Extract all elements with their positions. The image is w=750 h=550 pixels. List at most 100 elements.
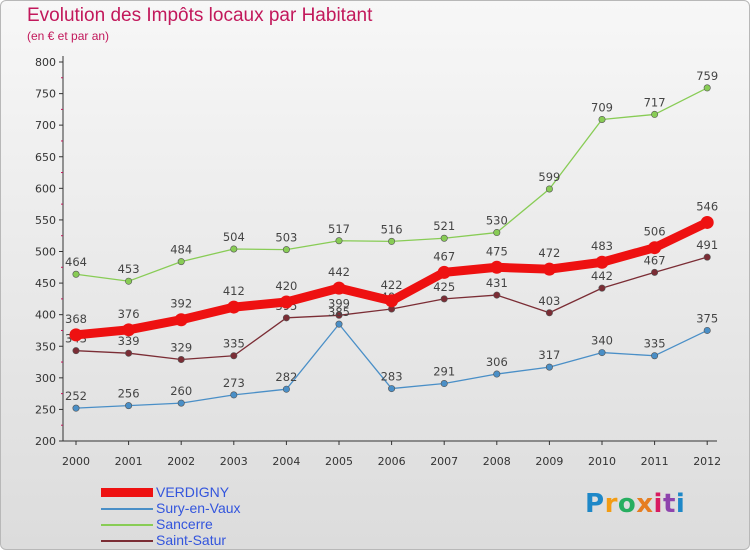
data-label: 376 (118, 307, 140, 321)
y-tick-label: 350 (35, 340, 56, 353)
data-point (651, 268, 659, 276)
data-point (230, 391, 238, 399)
data-point (493, 370, 501, 378)
data-label: 491 (696, 238, 718, 252)
data-point (440, 295, 448, 303)
data-point (72, 404, 80, 412)
data-label: 546 (696, 199, 718, 213)
data-point (700, 215, 714, 229)
x-tick-label: 2006 (378, 455, 406, 468)
data-point (125, 349, 133, 357)
data-point (122, 323, 136, 337)
data-label: 467 (433, 249, 455, 263)
data-point (490, 260, 504, 274)
data-point (72, 270, 80, 278)
data-label: 385 (328, 305, 350, 319)
logo-letter: P (585, 489, 605, 519)
data-label: 467 (644, 253, 666, 267)
data-point (595, 255, 609, 269)
x-tick-label: 2002 (167, 455, 195, 468)
y-tick-label: 450 (35, 277, 56, 290)
proxiti-logo: Proxiti (585, 489, 685, 519)
data-point (651, 110, 659, 118)
x-tick-label: 2009 (535, 455, 563, 468)
logo-letter: r (604, 489, 618, 519)
data-point (545, 363, 553, 371)
data-point (703, 84, 711, 92)
legend-swatch (101, 540, 153, 542)
data-label: 759 (696, 69, 718, 83)
y-tick-label: 800 (35, 56, 56, 69)
data-label: 431 (486, 276, 508, 290)
data-label: 717 (644, 95, 666, 109)
logo-letter: o (617, 489, 637, 519)
data-label: 420 (275, 279, 297, 293)
data-point (72, 347, 80, 355)
data-label: 260 (170, 384, 192, 398)
data-point (598, 284, 606, 292)
x-tick-label: 2004 (272, 455, 300, 468)
data-point (177, 258, 185, 266)
x-tick-label: 2012 (693, 455, 721, 468)
data-label: 453 (118, 262, 140, 276)
data-point (440, 380, 448, 388)
data-label: 403 (538, 294, 560, 308)
legend-label: VERDIGNY (156, 484, 230, 500)
legend-label: Sancerre (156, 516, 213, 532)
data-point (125, 277, 133, 285)
chart-title: Evolution des Impôts locaux par Habitant (27, 5, 373, 26)
legend-swatch (101, 524, 153, 526)
data-point (282, 246, 290, 254)
data-point (335, 237, 343, 245)
data-point (385, 294, 399, 308)
data-point (230, 245, 238, 253)
legend-label: Sury-en-Vaux (156, 500, 241, 516)
data-point (230, 352, 238, 360)
y-tick-label: 650 (35, 151, 56, 164)
data-label: 317 (538, 348, 560, 362)
data-label: 517 (328, 222, 350, 236)
legend-swatch (101, 508, 153, 510)
data-label: 425 (433, 280, 455, 294)
legend-swatch (101, 488, 153, 497)
legend-label: Saint-Satur (156, 532, 227, 548)
y-tick-label: 700 (35, 119, 56, 132)
data-label: 442 (591, 269, 613, 283)
data-label: 335 (223, 337, 245, 351)
data-label: 412 (223, 284, 245, 298)
data-point (493, 229, 501, 237)
data-point (174, 313, 188, 327)
data-point (703, 253, 711, 261)
y-tick-label: 400 (35, 309, 56, 322)
data-label: 283 (381, 370, 403, 384)
data-label: 368 (65, 312, 87, 326)
y-tick-label: 600 (35, 182, 56, 195)
data-point (177, 399, 185, 407)
data-label: 339 (118, 334, 140, 348)
data-label: 291 (433, 365, 455, 379)
data-point (437, 265, 451, 279)
logo-letter: i (675, 489, 686, 519)
data-label: 442 (328, 265, 350, 279)
data-point (282, 314, 290, 322)
data-label: 530 (486, 214, 508, 228)
data-label: 306 (486, 355, 508, 369)
data-label: 329 (170, 341, 192, 355)
x-tick-label: 2005 (325, 455, 353, 468)
data-point (703, 326, 711, 334)
data-point (177, 356, 185, 364)
data-label: 472 (538, 246, 560, 260)
data-point (545, 309, 553, 317)
data-label: 273 (223, 376, 245, 390)
data-label: 475 (486, 244, 508, 258)
data-label: 599 (538, 170, 560, 184)
x-tick-label: 2008 (483, 455, 511, 468)
y-tick-label: 300 (35, 372, 56, 385)
data-label: 340 (591, 334, 613, 348)
data-point (598, 349, 606, 357)
data-label: 399 (328, 296, 350, 310)
y-tick-label: 550 (35, 214, 56, 227)
logo-letter: x (636, 489, 654, 519)
